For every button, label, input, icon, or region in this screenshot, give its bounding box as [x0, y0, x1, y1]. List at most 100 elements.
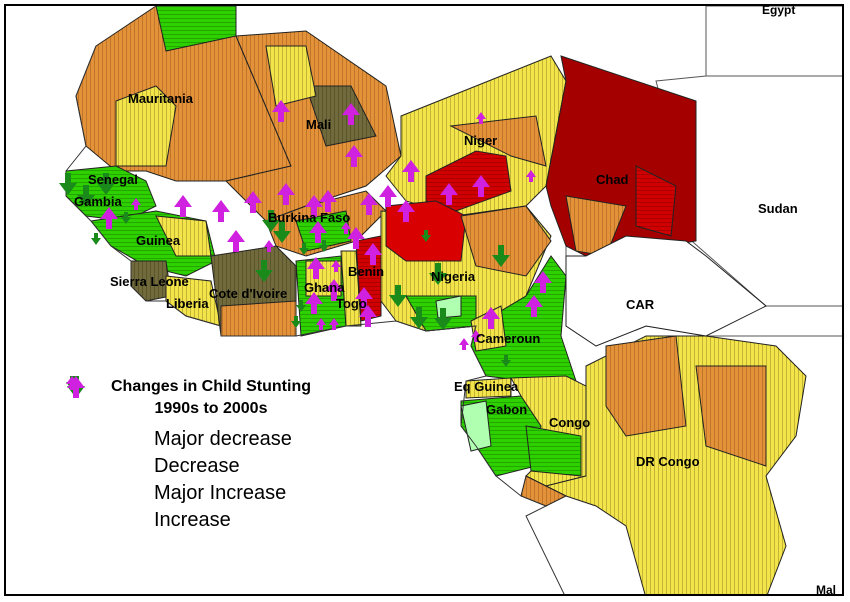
label-mauritania: Mauritania — [128, 91, 194, 106]
label-dr-congo: DR Congo — [636, 454, 700, 469]
arrow-down-small-icon — [299, 243, 309, 255]
legend-item-decrease: Decrease — [66, 376, 366, 480]
arrow-down-large-icon — [97, 173, 115, 195]
label-sierra-leone: Sierra Leone — [110, 274, 189, 289]
arrow-up-large-icon — [307, 257, 325, 279]
label-eq-guinea: Eq Guinea — [454, 379, 519, 394]
arrow-down-large-icon — [389, 285, 407, 307]
arrow-up-large-icon — [244, 191, 262, 213]
arrow-up-large-icon — [347, 227, 365, 249]
arrow-up-large-icon — [212, 200, 230, 222]
label-niger: Niger — [464, 133, 497, 148]
arrow-up-large-icon — [534, 271, 552, 293]
arrow-up-large-icon — [482, 307, 500, 329]
label-chad: Chad — [596, 172, 629, 187]
legend-label: Major decrease — [154, 428, 292, 450]
arrow-up-large-icon — [355, 287, 373, 309]
arrow-down-large-icon — [492, 245, 510, 267]
arrow-up-large-icon — [397, 200, 415, 222]
label-togo: Togo — [336, 296, 367, 311]
legend-label: Major Increase — [154, 482, 287, 504]
label-egypt: Egypt — [762, 6, 795, 17]
arrow-up-small-icon — [471, 330, 481, 342]
arrow-up-large-icon — [272, 100, 290, 122]
legend-label: Increase — [154, 509, 231, 531]
arrow-up-small-icon — [476, 112, 486, 124]
label-burkina-faso: Burkina Faso — [268, 210, 350, 225]
arrow-up-large-icon — [379, 185, 397, 207]
labels: Mauritania Mali Niger Chad Sudan Egypt S… — [74, 6, 836, 596]
arrow-down-small-icon — [319, 240, 329, 252]
arrow-down-large-icon — [255, 260, 273, 282]
coastline — [65, 45, 565, 594]
legend: Changes in Child Stunting 1990s to 2000s… — [66, 376, 366, 534]
region-togo — [340, 250, 362, 327]
region-car — [565, 235, 767, 347]
arrow-down-large-icon — [429, 263, 447, 285]
arrow-up-small-icon — [264, 240, 274, 252]
label-nigeria: Nigeria — [431, 269, 476, 284]
arrow-up-large-icon — [100, 207, 118, 229]
arrow-down-small-icon — [91, 233, 101, 245]
region-mali — [225, 30, 402, 222]
arrow-up-large-icon — [305, 195, 323, 217]
arrow-down-small-icon — [501, 355, 511, 367]
arrow-down-small-icon — [121, 212, 131, 224]
arrow-up-large-icon — [342, 103, 360, 125]
legend-item-major-increase: Major Increase — [67, 376, 366, 507]
legend-item-major-decrease: Major decrease — [67, 376, 366, 453]
label-cote-divoire: Cote d'Ivoire — [209, 286, 287, 301]
arrow-up-large-icon — [174, 195, 192, 217]
arrow-down-small-icon — [296, 300, 306, 312]
arrow-up-large-icon — [345, 145, 363, 167]
arrow-up-small-icon — [316, 318, 326, 330]
stunting-map: Mauritania Mali Niger Chad Sudan Egypt S… — [59, 6, 842, 596]
arrow-down-small-icon — [291, 316, 301, 328]
arrow-up-large-icon — [67, 376, 150, 507]
arrow-up-small-icon — [341, 222, 351, 234]
legend-label: Decrease — [154, 455, 240, 477]
legend-item-increase: Increase — [66, 376, 366, 534]
arrow-up-large-icon — [319, 190, 337, 212]
arrow-up-small-icon — [329, 318, 339, 330]
arrow-down-large-icon — [262, 210, 280, 232]
arrow-down-large-icon — [410, 307, 428, 329]
arrow-layer — [59, 100, 552, 367]
arrow-down-small-icon — [421, 230, 431, 242]
arrow-up-large-icon — [309, 221, 327, 243]
region-eq-guinea — [465, 377, 512, 399]
arrow-down-large-icon — [434, 308, 452, 330]
arrow-up-large-icon — [440, 183, 458, 205]
label-benin: Benin — [348, 264, 384, 279]
arrow-down-large-icon — [273, 221, 291, 243]
arrow-up-large-icon — [305, 292, 323, 314]
label-gabon: Gabon — [486, 402, 527, 417]
legend-title-line2: 1990s to 2000s — [154, 400, 268, 417]
arrow-up-large-icon — [359, 305, 377, 327]
label-gambia: Gambia — [74, 194, 122, 209]
label-car: CAR — [626, 297, 655, 312]
arrow-down-small-icon — [66, 376, 150, 480]
arrow-up-large-icon — [277, 183, 295, 205]
label-senegal: Senegal — [88, 172, 138, 187]
label-cameroun: Cameroun — [476, 331, 540, 346]
arrow-up-large-icon — [402, 160, 420, 182]
label-sudan: Sudan — [758, 201, 798, 216]
arrow-up-large-icon — [472, 175, 490, 197]
label-liberia: Liberia — [166, 296, 209, 311]
label-malawi-partial: Mal — [816, 583, 836, 596]
arrow-up-large-icon — [325, 279, 343, 301]
arrow-up-large-icon — [364, 243, 382, 265]
country-shapes — [65, 6, 807, 594]
arrow-down-large-icon — [59, 173, 77, 195]
arrow-down-large-icon — [67, 376, 150, 453]
legend-title-line1: Changes in Child Stunting — [111, 378, 311, 395]
label-congo: Congo — [549, 415, 590, 430]
label-guinea: Guinea — [136, 233, 181, 248]
arrow-down-large-icon — [77, 185, 95, 207]
map-frame: Mauritania Mali Niger Chad Sudan Egypt S… — [4, 4, 844, 596]
label-mali: Mali — [306, 117, 331, 132]
label-ghana: Ghana — [304, 280, 345, 295]
arrow-up-small-icon — [459, 338, 469, 350]
arrow-up-small-icon — [526, 170, 536, 182]
